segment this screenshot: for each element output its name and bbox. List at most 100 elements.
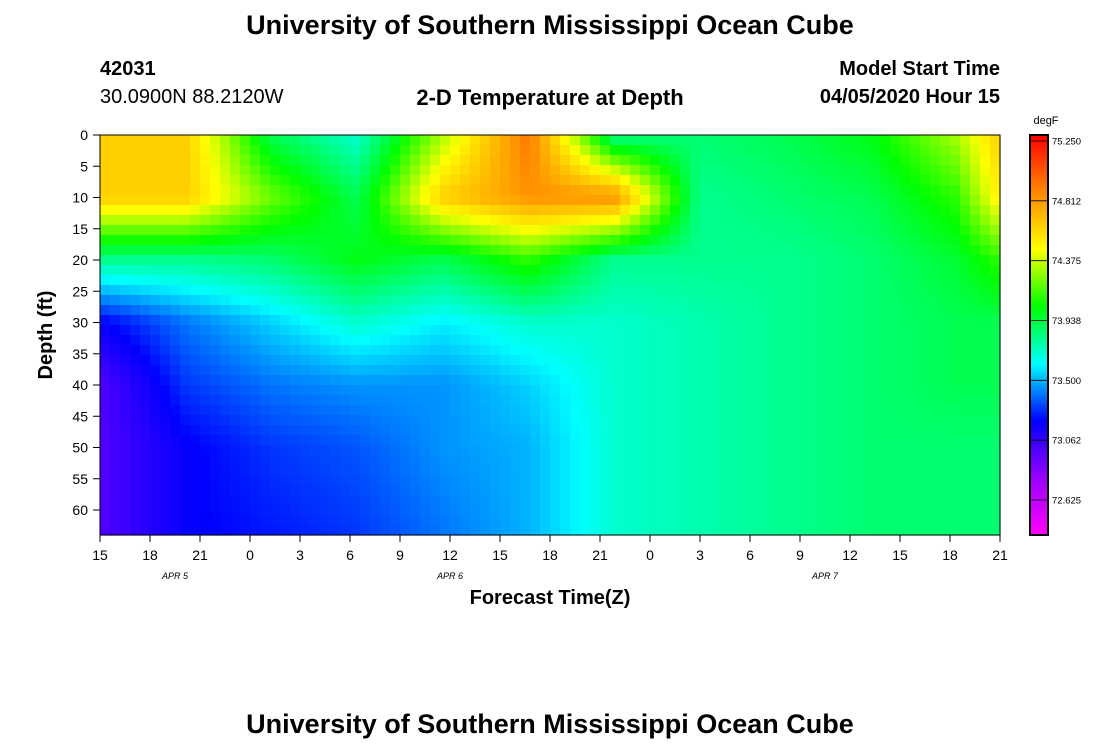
heatmap-cell: [160, 155, 171, 166]
heatmap-cell: [640, 495, 651, 506]
heatmap-cell: [710, 315, 721, 326]
heatmap-cell: [260, 425, 271, 436]
heatmap-cell: [440, 445, 451, 456]
heatmap-cell: [690, 205, 701, 216]
heatmap-cell: [300, 415, 311, 426]
heatmap-cell: [170, 135, 181, 146]
heatmap-cell: [310, 515, 321, 526]
heatmap-cell: [170, 245, 181, 256]
heatmap-cell: [350, 385, 361, 396]
heatmap-cell: [480, 445, 491, 456]
heatmap-cell: [860, 255, 871, 266]
heatmap-cell: [750, 155, 761, 166]
heatmap-cell: [190, 285, 201, 296]
heatmap-cell: [790, 245, 801, 256]
heatmap-cell: [870, 235, 881, 246]
heatmap-cell: [570, 325, 581, 336]
heatmap-cell: [590, 175, 601, 186]
heatmap-cell: [220, 215, 231, 226]
heatmap-cell: [520, 305, 531, 316]
colorbar-tick-label: 74.375: [1052, 256, 1081, 267]
heatmap-cell: [990, 175, 1001, 186]
heatmap-cell: [300, 475, 311, 486]
colorbar-tick-label: 72.625: [1052, 496, 1081, 507]
heatmap-cell: [710, 195, 721, 206]
heatmap-cell: [650, 385, 661, 396]
heatmap-cell: [320, 495, 331, 506]
heatmap-cell: [110, 425, 121, 436]
heatmap-cell: [930, 375, 941, 386]
heatmap-cell: [520, 215, 531, 226]
heatmap-cell: [680, 195, 691, 206]
heatmap-cell: [130, 375, 141, 386]
heatmap-cell: [210, 185, 221, 196]
heatmap-cell: [200, 455, 211, 466]
heatmap-cell: [810, 325, 821, 336]
heatmap-cell: [400, 395, 411, 406]
heatmap-cell: [790, 235, 801, 246]
heatmap-cell: [610, 155, 621, 166]
heatmap-cell: [120, 255, 131, 266]
heatmap-cell: [400, 325, 411, 336]
heatmap-cell: [970, 445, 981, 456]
heatmap-cell: [780, 185, 791, 196]
heatmap-cell: [850, 245, 861, 256]
heatmap-cell: [250, 155, 261, 166]
heatmap-cell: [660, 265, 671, 276]
heatmap-cell: [840, 375, 851, 386]
heatmap-cell: [310, 365, 321, 376]
heatmap-cell: [450, 395, 461, 406]
heatmap-cell: [630, 425, 641, 436]
heatmap-cell: [710, 305, 721, 316]
heatmap-cell: [650, 355, 661, 366]
heatmap-cell: [540, 145, 551, 156]
heatmap-cell: [540, 385, 551, 396]
heatmap-cell: [340, 245, 351, 256]
heatmap-cell: [440, 475, 451, 486]
heatmap-cell: [950, 445, 961, 456]
heatmap-cell: [290, 305, 301, 316]
heatmap-cell: [260, 235, 271, 246]
heatmap-cell: [730, 515, 741, 526]
heatmap-cell: [340, 195, 351, 206]
heatmap-cell: [580, 205, 591, 216]
heatmap-cell: [720, 245, 731, 256]
heatmap-cell: [500, 465, 511, 476]
heatmap-cell: [120, 345, 131, 356]
heatmap-cell: [740, 315, 751, 326]
heatmap-cell: [150, 245, 161, 256]
heatmap-cell: [740, 175, 751, 186]
heatmap-cell: [100, 315, 111, 326]
heatmap-cell: [620, 305, 631, 316]
heatmap-cell: [680, 465, 691, 476]
heatmap-cell: [170, 195, 181, 206]
heatmap-cell: [230, 525, 241, 536]
heatmap-cell: [580, 255, 591, 266]
heatmap-cell: [680, 495, 691, 506]
heatmap-cell: [160, 235, 171, 246]
heatmap-cell: [910, 135, 921, 146]
heatmap-cell: [540, 195, 551, 206]
heatmap-cell: [450, 365, 461, 376]
heatmap-cell: [840, 455, 851, 466]
heatmap-cell: [330, 515, 341, 526]
heatmap-cell: [270, 475, 281, 486]
heatmap-cell: [490, 345, 501, 356]
heatmap-cell: [980, 395, 991, 406]
heatmap-cell: [890, 305, 901, 316]
heatmap-cell: [520, 275, 531, 286]
heatmap-cell: [680, 345, 691, 356]
heatmap-cell: [110, 485, 121, 496]
heatmap-cell: [780, 375, 791, 386]
heatmap-cell: [390, 325, 401, 336]
heatmap-cell: [120, 335, 131, 346]
heatmap-cell: [180, 525, 191, 536]
heatmap-cell: [640, 255, 651, 266]
heatmap-cell: [880, 315, 891, 326]
heatmap-cell: [440, 335, 451, 346]
heatmap-cell: [690, 245, 701, 256]
heatmap-cell: [820, 505, 831, 516]
heatmap-cell: [530, 515, 541, 526]
heatmap-cell: [610, 215, 621, 226]
heatmap-cell: [580, 385, 591, 396]
